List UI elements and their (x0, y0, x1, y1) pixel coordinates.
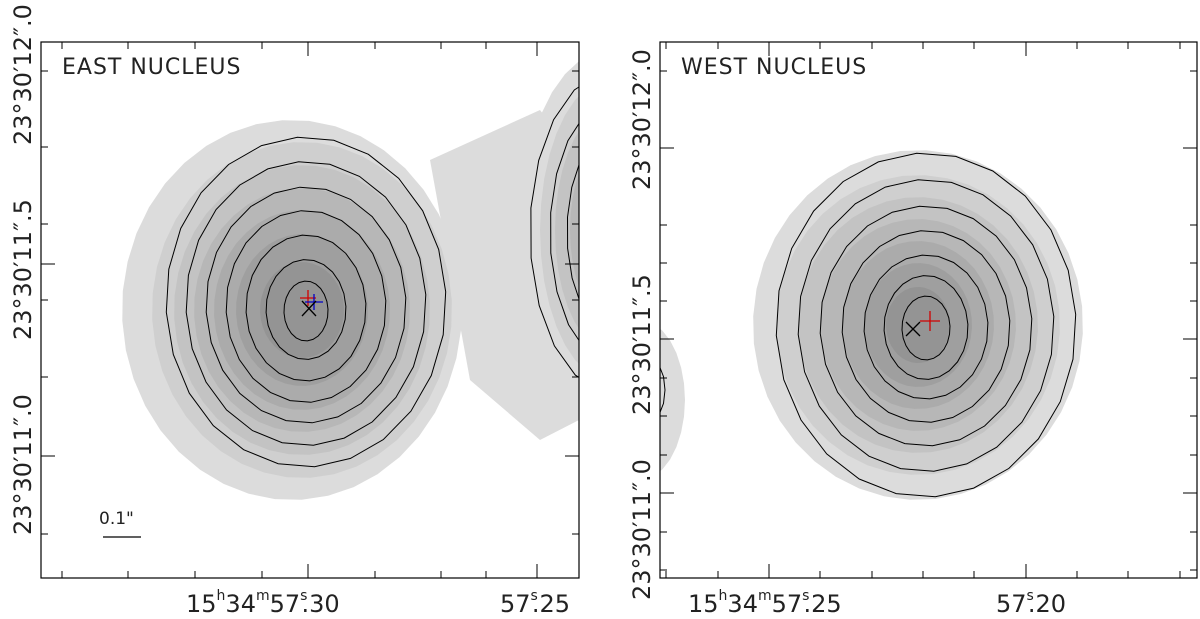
west-dec-label-2: 23°30′11″.5 (628, 274, 656, 415)
east-neighbor-contour (566, 163, 579, 301)
east-marker-black-cross (301, 300, 317, 317)
east-contour-line (205, 186, 407, 424)
east-contours (165, 136, 447, 468)
west-neighbor-source (660, 328, 685, 472)
east-shade-level (260, 262, 344, 358)
east-emission-map (122, 61, 579, 500)
east-scale-bar: 0.1" (99, 509, 141, 538)
east-neighbor-contour (530, 86, 579, 378)
east-shaded-levels (122, 110, 579, 500)
east-ra-label-1: 15h34m57s.30 (186, 588, 340, 618)
west-marker-black-cross (905, 321, 921, 337)
east-dec-label-1: 23°30′12″.0 (9, 4, 37, 145)
west-ticks (660, 42, 1197, 578)
east-contour-line (225, 210, 387, 403)
west-markers (905, 311, 940, 337)
west-dec-label-1: 23°30′12″.0 (628, 49, 656, 190)
west-shade-level (886, 287, 950, 363)
west-ra-labels: 15h34m57s.25 57s.20 (688, 588, 1066, 618)
west-dec-label-3: 23°30′11″.0 (628, 459, 656, 600)
east-panel: EAST NUCLEUS 0.1" 15h34m57s.30 57s.25 23… (9, 4, 580, 618)
east-marker-red-plus (300, 290, 316, 306)
west-ra-label-2: 57s.20 (996, 588, 1066, 618)
east-ra-labels: 15h34m57s.30 57s.25 (186, 588, 570, 618)
west-contour-line (819, 205, 1033, 447)
west-contour-line (775, 152, 1077, 498)
east-dec-label-3: 23°30′11″.0 (9, 394, 37, 535)
west-shaded-levels (753, 150, 1083, 500)
east-contour-line (283, 280, 329, 342)
east-dec-labels: 23°30′12″.0 23°30′11″.5 23°30′11″.0 (9, 4, 37, 535)
west-marker-red-plus (920, 311, 940, 331)
west-contour-line (841, 230, 1011, 423)
west-contour-line (901, 295, 951, 361)
west-contour-line (863, 254, 989, 400)
east-dec-label-2: 23°30′11″.5 (9, 199, 37, 340)
east-panel-label: EAST NUCLEUS (62, 55, 242, 80)
east-neighbor-source (520, 61, 579, 399)
west-neighbor-shade (660, 328, 685, 472)
east-ra-label-2: 57s.25 (500, 588, 570, 618)
west-dec-labels: 23°30′12″.0 23°30′11″.5 23°30′11″.0 (628, 49, 656, 600)
west-emission-map (660, 150, 1083, 500)
west-panel-label: WEST NUCLEUS (681, 55, 867, 80)
west-contour-line (797, 179, 1055, 472)
east-neighbor-contour (550, 122, 579, 342)
east-neighbor-shade (570, 173, 579, 287)
scale-bar-label: 0.1" (99, 509, 134, 529)
west-contours (775, 152, 1077, 498)
west-contour-line (883, 275, 969, 380)
east-contour-line (165, 136, 447, 468)
east-ticks (41, 42, 579, 578)
west-panel: WEST NUCLEUS 15h34m57s.25 57s.20 23°30′1… (628, 41, 1198, 618)
east-contour-line (185, 161, 427, 446)
east-marker-blue-plus (305, 294, 323, 310)
west-ra-label-1: 15h34m57s.25 (688, 588, 842, 618)
east-contour-line (245, 234, 367, 382)
east-contour-line (265, 259, 347, 360)
east-markers (300, 290, 323, 317)
west-frame (659, 41, 1198, 579)
east-frame (40, 41, 580, 579)
